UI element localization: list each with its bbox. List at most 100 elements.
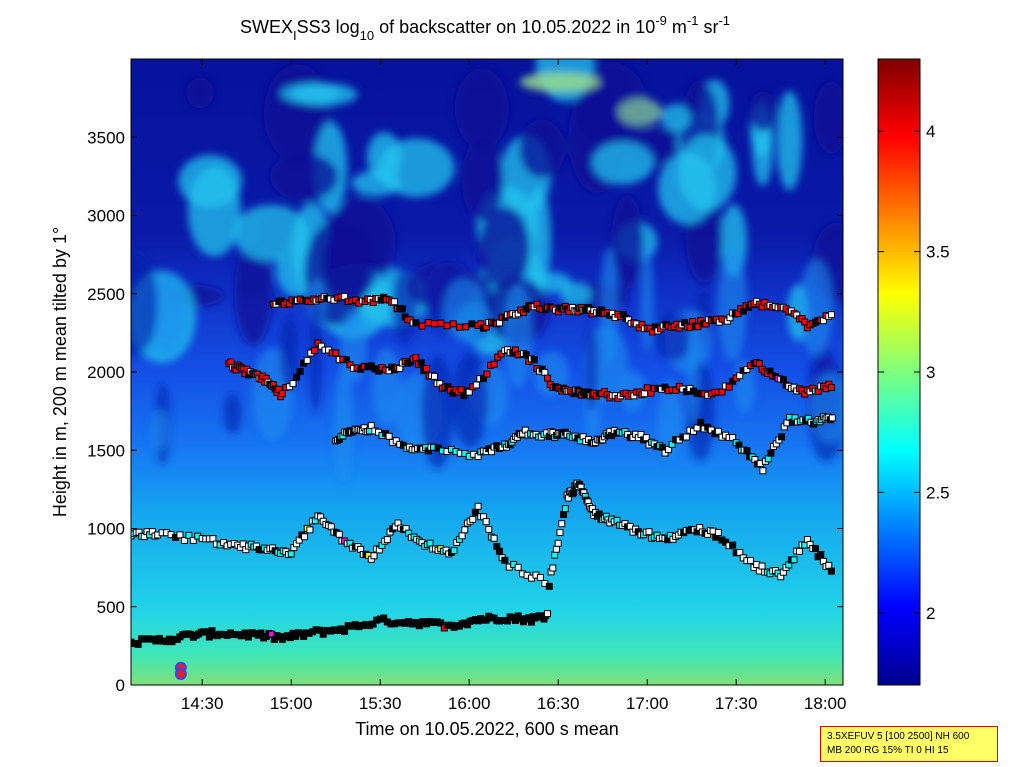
x-tick-label: 16:30 — [537, 694, 580, 713]
layer-marker — [430, 320, 438, 328]
layer-marker — [642, 434, 650, 442]
y-tick-label: 0 — [116, 676, 125, 695]
layer-marker — [479, 374, 487, 382]
layer-marker — [530, 356, 538, 364]
layer-marker — [341, 627, 349, 635]
y-tick-label: 1500 — [87, 441, 125, 460]
heatmap-area — [131, 59, 843, 685]
layer-marker — [306, 526, 314, 534]
y-tick-label: 500 — [97, 598, 125, 617]
texture-blob — [131, 252, 158, 357]
layer-marker — [310, 347, 318, 355]
texture-blob — [591, 141, 654, 185]
layer-marker — [645, 528, 653, 536]
texture-blob — [532, 272, 572, 293]
layer-marker — [176, 531, 184, 539]
layer-marker — [469, 515, 477, 523]
title-sup2: -1 — [687, 13, 699, 28]
texture-blob — [503, 284, 533, 389]
layer-marker — [551, 551, 559, 559]
layer-marker — [714, 427, 722, 435]
layer-marker — [764, 455, 772, 463]
labeled-points — [174, 661, 187, 681]
texture-blob — [309, 297, 323, 414]
layer-marker — [241, 629, 249, 637]
layer-marker — [472, 381, 480, 389]
layer-marker — [682, 433, 690, 441]
layer-marker — [556, 529, 564, 537]
layer-marker — [301, 533, 309, 541]
layer-marker — [495, 547, 503, 555]
title-sub1: I — [293, 28, 297, 43]
y-tick-label: 3500 — [87, 128, 125, 147]
texture-blob — [813, 81, 843, 154]
texture-blob — [748, 91, 777, 132]
layer-marker — [817, 551, 825, 559]
colorbar-tick-label: 3.5 — [926, 243, 950, 262]
layer-marker — [514, 563, 522, 571]
texture-blob — [333, 365, 354, 483]
layer-marker — [422, 364, 430, 372]
x-tick-label: 17:00 — [626, 694, 669, 713]
layer-marker — [332, 349, 340, 357]
layer-marker — [450, 547, 458, 555]
layer-marker — [437, 319, 445, 327]
layer-marker — [665, 446, 673, 454]
texture-blob — [461, 137, 504, 221]
layer-marker — [483, 370, 491, 378]
data-point-marker — [174, 668, 187, 681]
layer-marker — [346, 361, 354, 369]
layer-marker — [743, 447, 751, 455]
title-sub2: 10 — [360, 28, 374, 43]
texture-blob — [291, 83, 358, 106]
layer-marker — [462, 323, 470, 331]
layer-marker — [424, 319, 432, 327]
layer-marker — [369, 620, 377, 628]
layer-marker — [287, 550, 295, 558]
texture-blob — [661, 103, 691, 132]
layer-marker — [725, 383, 733, 391]
layer-marker — [474, 502, 482, 510]
texture-blob — [478, 206, 531, 290]
layer-marker — [443, 322, 451, 330]
layer-marker — [426, 539, 434, 547]
info-line-1: 3.5XEFUV 5 [100 2500] NH 600 — [827, 731, 970, 742]
layer-marker — [303, 356, 311, 364]
layer-marker — [209, 535, 217, 543]
layer-marker — [647, 389, 655, 397]
layer-marker — [370, 552, 378, 560]
texture-blob — [233, 204, 309, 262]
layer-marker — [392, 437, 400, 445]
layer-marker — [437, 619, 445, 627]
layer-marker — [455, 323, 463, 331]
layer-marker — [485, 525, 493, 533]
layer-marker — [275, 385, 283, 393]
layer-marker — [729, 541, 737, 549]
colorbar-tick-label: 4 — [926, 122, 935, 141]
layer-marker — [828, 414, 836, 422]
title-sup1: -9 — [655, 13, 667, 28]
layer-marker — [383, 536, 391, 544]
layer-marker — [736, 372, 744, 380]
texture-blob — [560, 282, 592, 307]
layer-marker — [418, 322, 426, 330]
layer-marker — [827, 383, 835, 391]
layer-marker — [522, 351, 530, 359]
texture-blob — [186, 77, 214, 109]
layer-marker — [495, 319, 503, 327]
layer-marker — [415, 622, 423, 630]
layer-markers — [131, 292, 836, 648]
layer-marker — [693, 424, 701, 432]
layer-marker — [561, 505, 569, 513]
colorbar-tick-label: 2 — [926, 604, 935, 623]
layer-marker — [374, 367, 382, 375]
layer-marker — [367, 422, 375, 430]
y-tick-label: 2500 — [87, 285, 125, 304]
layer-marker — [341, 292, 349, 300]
title-rest: of backscatter on 10.05.2022 in 10 — [374, 17, 655, 37]
layer-marker — [342, 356, 350, 364]
layer-marker — [827, 567, 835, 575]
layer-marker — [293, 373, 301, 381]
layer-marker — [722, 538, 730, 546]
colorbar-tick-label: 3 — [926, 363, 935, 382]
